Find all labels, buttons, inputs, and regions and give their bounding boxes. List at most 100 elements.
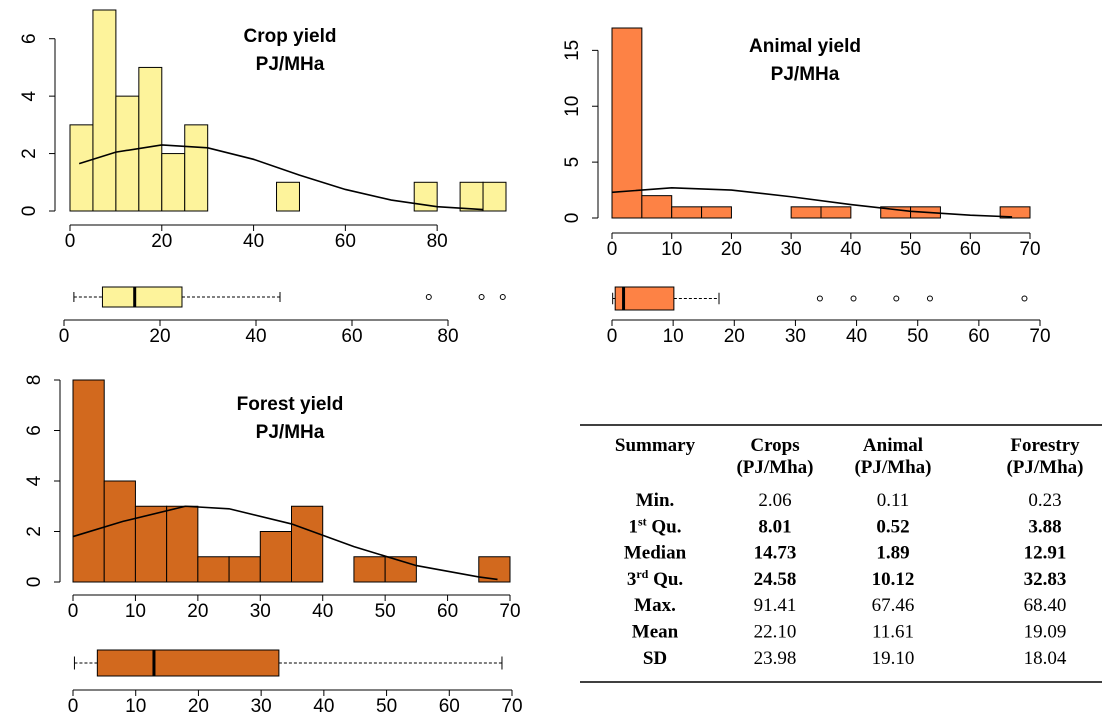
table-header: (PJ/Mha) (854, 457, 931, 478)
box (96, 649, 280, 677)
table-cell: 22.10 (754, 622, 797, 643)
x-tick-label: 20 (187, 601, 208, 622)
row-label: SD (643, 648, 667, 669)
bar (259, 531, 292, 583)
row-label-part: 3 (627, 569, 637, 590)
bar (138, 66, 163, 212)
outlier (478, 294, 485, 300)
table-cell: 67.46 (872, 595, 915, 616)
row-label: Min. (636, 490, 675, 511)
x-tick-label: 70 (1019, 239, 1040, 260)
bar (999, 206, 1031, 219)
bar (161, 153, 186, 212)
x-tick-label: 20 (724, 326, 745, 347)
x-tick-label: 80 (427, 231, 448, 252)
table-cell: 0.11 (877, 490, 910, 511)
table-cell: 19.09 (1024, 622, 1067, 643)
table-header: Summary (615, 435, 696, 456)
x-tick-label: 0 (59, 326, 70, 347)
table-cell: 8.01 (758, 516, 791, 537)
x-tick-label: 70 (1029, 326, 1050, 347)
row-label-part: Min. (636, 490, 675, 511)
outlier (499, 294, 506, 300)
bar (103, 480, 136, 583)
table-cell: 91.41 (754, 595, 797, 616)
density-curve (611, 187, 1013, 218)
x-tick-label: 0 (68, 601, 79, 622)
x-tick-label: 60 (341, 326, 362, 347)
bar (134, 505, 168, 583)
chart-subtitle: PJ/MHa (256, 54, 325, 75)
x-tick-label: 20 (721, 239, 742, 260)
row-label-part: Mean (632, 622, 679, 643)
y-tick-label: 6 (19, 33, 40, 44)
table-cell: 68.40 (1024, 595, 1067, 616)
x-tick-label: 60 (437, 601, 458, 622)
x-tick-label: 20 (188, 696, 209, 713)
bar (184, 124, 209, 212)
x-tick-label: 10 (663, 326, 684, 347)
x-tick-label: 0 (68, 696, 79, 713)
y-tick-label: 5 (562, 157, 583, 168)
outlier (425, 294, 432, 300)
y-tick-label: 6 (24, 425, 45, 436)
x-tick-label: 10 (125, 696, 146, 713)
x-tick-label: 20 (149, 326, 170, 347)
row-label-part: st (638, 514, 647, 528)
row-label: Max. (634, 595, 676, 616)
y-tick-label: 4 (19, 90, 40, 101)
x-tick-label: 0 (65, 231, 76, 252)
table-cell: 0.23 (1028, 490, 1061, 511)
outlier (926, 295, 933, 302)
bar (701, 206, 732, 219)
bar (276, 181, 300, 212)
bar (611, 27, 643, 219)
y-tick-label: 0 (19, 206, 40, 217)
bar (92, 9, 117, 212)
table-cell: 19.10 (872, 648, 915, 669)
x-tick-label: 50 (375, 601, 396, 622)
outlier (893, 295, 900, 302)
table-header: Forestry (1010, 435, 1080, 456)
x-tick-label: 40 (313, 696, 334, 713)
x-tick-label: 30 (781, 239, 802, 260)
bar (72, 379, 105, 583)
x-tick-label: 30 (250, 601, 271, 622)
box (101, 286, 183, 308)
x-tick-label: 30 (785, 326, 806, 347)
row-label: Median (624, 543, 687, 564)
x-tick-label: 50 (376, 696, 397, 713)
table-cell: 3.88 (1028, 516, 1061, 537)
table-cell: 23.98 (754, 648, 797, 669)
y-tick-label: 4 (24, 475, 45, 486)
row-label-part: rd (636, 567, 648, 581)
bar (641, 195, 673, 219)
y-tick-label: 2 (19, 148, 40, 159)
x-tick-label: 50 (907, 326, 928, 347)
y-tick-label: 8 (24, 375, 45, 386)
y-tick-label: 10 (562, 96, 583, 117)
y-tick-label: 0 (562, 213, 583, 224)
chart-subtitle: PJ/MHa (771, 64, 840, 85)
x-tick-label: 0 (607, 326, 618, 347)
chart-title: Forest yield (237, 394, 344, 415)
bar (197, 556, 230, 583)
x-tick-label: 0 (607, 239, 618, 260)
x-tick-label: 40 (840, 239, 861, 260)
row-label-part: Qu. (647, 516, 682, 537)
x-tick-label: 40 (846, 326, 867, 347)
bar (353, 556, 386, 583)
bar (820, 206, 852, 219)
x-tick-label: 40 (245, 326, 266, 347)
table-cell: 10.12 (872, 569, 915, 590)
row-label-part: Qu. (648, 569, 683, 590)
bar (291, 505, 324, 583)
row-label-part: Median (624, 543, 687, 564)
table-header: (PJ/Mha) (1006, 457, 1083, 478)
outlier (1021, 295, 1028, 302)
x-tick-label: 60 (960, 239, 981, 260)
table-header: (PJ/Mha) (736, 457, 813, 478)
x-tick-label: 30 (251, 696, 272, 713)
chart-title: Animal yield (749, 36, 861, 57)
